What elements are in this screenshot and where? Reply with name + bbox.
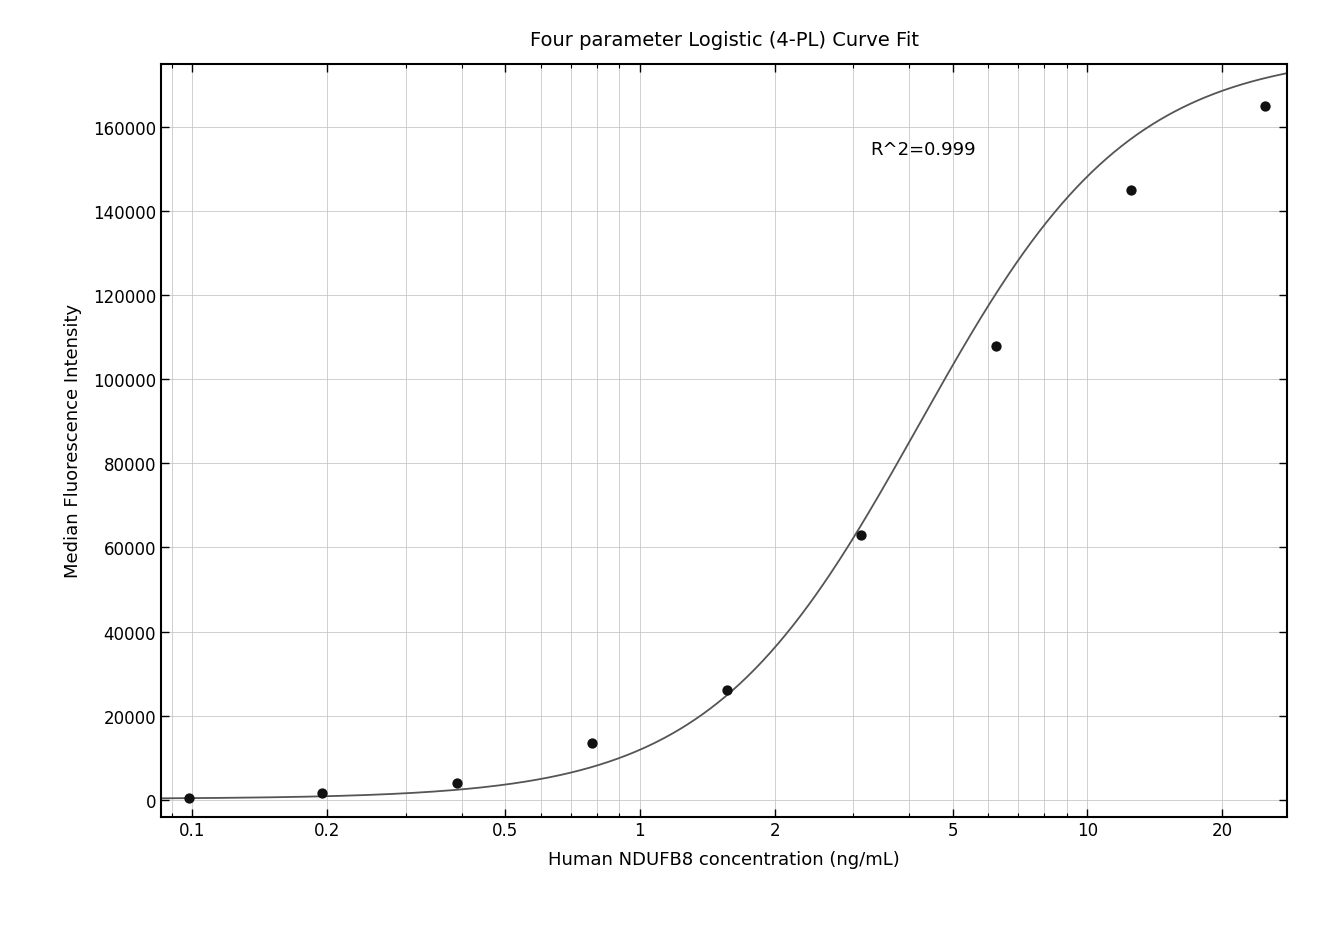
X-axis label: Human NDUFB8 concentration (ng/mL): Human NDUFB8 concentration (ng/mL) (548, 851, 900, 869)
Point (1255, 99, 1277, 114)
Y-axis label: Median Fluorescence Intensity: Median Fluorescence Intensity (64, 303, 82, 578)
Point (447, 776, 468, 791)
Point (311, 786, 333, 801)
Point (178, 791, 200, 806)
Point (850, 528, 872, 543)
Point (716, 683, 738, 698)
Point (1120, 184, 1141, 199)
Text: R^2=0.999: R^2=0.999 (870, 141, 976, 160)
Point (581, 736, 602, 751)
Point (986, 339, 1007, 354)
Title: Four parameter Logistic (4-PL) Curve Fit: Four parameter Logistic (4-PL) Curve Fit (530, 31, 919, 49)
